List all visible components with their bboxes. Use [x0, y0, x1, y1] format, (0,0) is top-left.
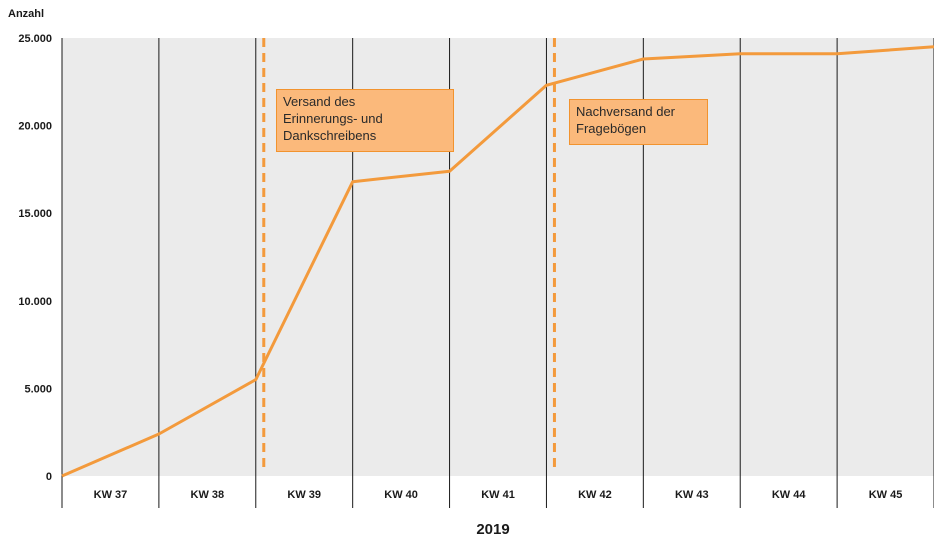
x-axis-title: 2019	[476, 521, 509, 538]
x-tick-label: KW 38	[191, 489, 225, 501]
x-tick-label: KW 44	[772, 489, 807, 501]
y-tick-label: 10.000	[18, 296, 52, 308]
annotation-resend-questionnaires: Nachversand der Fragebögen	[569, 99, 708, 145]
annotation-reminder-letter: Versand des Erinnerungs- und Dankschreib…	[276, 89, 454, 152]
x-tick-label: KW 45	[869, 489, 903, 501]
x-tick-label: KW 40	[384, 489, 418, 501]
series-line	[61, 45, 934, 478]
y-tick-label: 25.000	[18, 33, 52, 45]
x-tick-label: KW 37	[94, 489, 128, 501]
x-tick-label: KW 41	[481, 489, 515, 501]
x-tick-label: KW 43	[675, 489, 709, 501]
y-axis-title: Anzahl	[8, 8, 44, 20]
x-tick-label: KW 39	[287, 489, 321, 501]
y-tick-label: 15.000	[18, 208, 52, 220]
plot-background	[62, 38, 934, 476]
y-tick-label: 20.000	[18, 121, 52, 133]
y-axis-ticks: 0 5.000 10.000 15.000 20.000 25.000	[18, 33, 52, 483]
x-axis-ticks: KW 37 KW 38 KW 39 KW 40 KW 41 KW 42 KW 43 KW 44…	[94, 489, 903, 501]
x-tick-label: KW 42	[578, 489, 612, 501]
y-tick-label: 5.000	[24, 383, 52, 395]
y-tick-label: 0	[46, 471, 52, 483]
annotation-markers	[262, 38, 556, 470]
